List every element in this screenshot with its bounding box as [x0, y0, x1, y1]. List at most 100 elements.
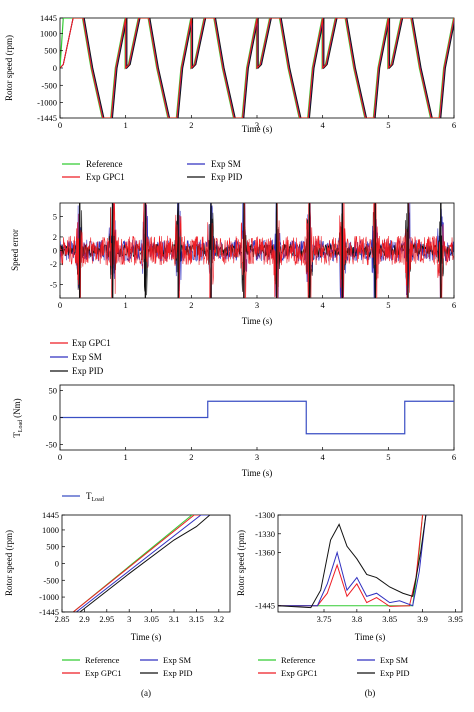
- zoom-b-panel: -1300-1330-1360-1445 3.75 3.8 3.85 3.9 3.95 …: [236, 510, 463, 698]
- load-torque-line: [60, 400, 454, 435]
- zoom-a-line-exp-gpc1: [62, 515, 230, 612]
- y-tick-label: 5: [53, 212, 57, 222]
- speed-tracking-y-label: Rotor speed (rpm): [4, 35, 14, 101]
- x-tick-label: 0: [58, 120, 62, 130]
- zoom-b-x-ticks: 3.75 3.8 3.85 3.9 3.95: [317, 609, 463, 624]
- legend-label-reference: Reference: [86, 159, 122, 169]
- x-tick-label: 0: [58, 300, 62, 310]
- y-tick-label: 500: [46, 542, 59, 552]
- y-tick-label: 50: [49, 385, 58, 395]
- y-tick-label: -1445: [39, 607, 59, 617]
- speed-error-legend: Exp GPC1 Exp SM Exp PID: [50, 338, 111, 376]
- legend-label-pid: Exp PID: [211, 172, 243, 182]
- legend-label-sm: Exp SM: [163, 655, 192, 665]
- load-torque-y-label-main: T: [12, 432, 22, 438]
- y-tick-label: -5: [50, 279, 57, 289]
- speed-tracking-series: [60, 18, 454, 118]
- speed-tracking-legend: Reference Exp GPC1 Exp SM Exp PID: [62, 159, 243, 182]
- legend-label-reference: Reference: [281, 655, 316, 665]
- zoom-a-caption: (a): [141, 688, 151, 698]
- x-tick-label: 3.05: [144, 614, 159, 624]
- zoom-a-line-exp-sm: [62, 515, 230, 612]
- load-torque-x-label: Time (s): [242, 468, 272, 478]
- legend-label-tload: TLoad: [86, 491, 104, 503]
- zoom-a-panel: 1445 1000 500 0 -500 -1000 -1445 2.85 2.9 2.95 3 3…: [4, 510, 231, 698]
- zoom-b-series: [278, 515, 427, 609]
- x-tick-label: 0: [58, 452, 62, 462]
- zoom-b-legend: Reference Exp SM Exp GPC1 Exp PID: [258, 655, 410, 678]
- speed-tracking-y-ticks: 1445 1000 500 0 -500 -1000 -1445: [37, 13, 63, 123]
- y-tick-label: 1000: [42, 525, 59, 535]
- zoom-a-line-reference: [62, 515, 230, 612]
- load-torque-y-label-sub: Load: [18, 420, 24, 432]
- y-tick-label: 500: [44, 46, 57, 56]
- x-tick-label: 4: [321, 452, 326, 462]
- zoom-b-line-exp-sm: [278, 515, 427, 607]
- load-torque-y-ticks: 50 0 -50: [46, 385, 63, 450]
- y-tick-label: 0: [53, 413, 57, 423]
- speed-error-y-ticks: 5 2 0 -2 -5: [50, 212, 63, 289]
- x-tick-label: 5: [386, 300, 390, 310]
- y-tick-label: -500: [41, 80, 57, 90]
- x-tick-label: 3.75: [317, 614, 332, 624]
- zoom-a-x-ticks: 2.85 2.9 2.95 3 3.05 3.1 3.15 3.2: [55, 609, 224, 624]
- speed-error-x-ticks: 0 1 2 3 4 5 6: [58, 295, 456, 310]
- zoom-a-legend: Reference Exp GPC1 Exp SM Exp PID: [62, 655, 193, 678]
- x-tick-label: 1: [124, 120, 128, 130]
- x-tick-label: 6: [452, 300, 456, 310]
- y-tick-label: 2: [53, 232, 57, 242]
- load-torque-y-label: TLoad (Nm): [12, 398, 24, 437]
- legend-label-gpc1: Exp GPC1: [86, 172, 125, 182]
- y-tick-label: 1445: [40, 13, 57, 23]
- zoom-a-x-label: Time (s): [131, 632, 161, 642]
- legend-label-gpc1: Exp GPC1: [281, 668, 318, 678]
- x-tick-label: 2.85: [55, 614, 70, 624]
- zoom-b-plot-frame: [277, 514, 463, 613]
- y-tick-label: -1000: [39, 592, 59, 602]
- load-torque-y-label-unit: (Nm): [12, 398, 22, 418]
- legend-label-pid: Exp PID: [163, 668, 193, 678]
- legend-label-sm: Exp SM: [380, 655, 409, 665]
- legend-label-gpc1: Exp GPC1: [72, 338, 111, 348]
- x-tick-label: 3.9: [417, 614, 428, 624]
- zoom-a-series: [62, 515, 230, 612]
- speed-error-y-label: Speed error: [10, 229, 20, 271]
- x-tick-label: 2: [189, 452, 193, 462]
- x-tick-label: 5: [386, 120, 390, 130]
- x-tick-label: 3: [127, 614, 131, 624]
- y-tick-label: -1000: [37, 98, 57, 108]
- x-tick-label: 1: [124, 452, 128, 462]
- legend-label-tload-main: T: [86, 491, 92, 501]
- x-tick-label: 3: [255, 300, 259, 310]
- speed-error-series: [60, 203, 454, 298]
- x-tick-label: 2.95: [99, 614, 114, 624]
- zoom-b-line-exp-gpc1: [278, 515, 424, 607]
- load-torque-series: [60, 400, 454, 435]
- x-tick-label: 3.1: [169, 614, 180, 624]
- x-tick-label: 3.8: [352, 614, 363, 624]
- speed-tracking-panel: 1445 1000 500 0 -500 -1000 -1445 0 1 2 3 4 5 6 Time …: [4, 13, 456, 182]
- zoom-b-x-label: Time (s): [355, 632, 385, 642]
- x-tick-label: 3.95: [448, 614, 463, 624]
- speed-line-exp-gpc1: [60, 18, 454, 118]
- y-tick-label: -50: [46, 440, 57, 450]
- x-tick-label: 2: [189, 120, 193, 130]
- speed-error-x-label: Time (s): [242, 316, 272, 326]
- y-tick-label: 0: [53, 63, 57, 73]
- zoom-a-y-label: Rotor speed (rpm): [4, 530, 14, 596]
- legend-label-sm: Exp SM: [72, 352, 102, 362]
- x-tick-label: 4: [321, 120, 326, 130]
- zoom-a-plot-frame: [61, 514, 231, 613]
- zoom-b-line-exp-pid: [278, 515, 427, 609]
- x-tick-label: 3: [255, 120, 259, 130]
- x-tick-label: 4: [321, 300, 326, 310]
- y-tick-label: -2: [50, 259, 57, 269]
- speed-tracking-x-label: Time (s): [242, 124, 272, 134]
- legend-label-reference: Reference: [85, 655, 120, 665]
- load-torque-x-ticks: 0 1 2 3 4 5 6: [58, 447, 456, 462]
- y-tick-label: -1445: [37, 113, 57, 123]
- y-tick-label: -1445: [255, 601, 275, 611]
- zoom-b-y-label: Rotor speed (rpm): [236, 530, 246, 596]
- zoom-a-y-ticks: 1445 1000 500 0 -500 -1000 -1445: [39, 510, 65, 617]
